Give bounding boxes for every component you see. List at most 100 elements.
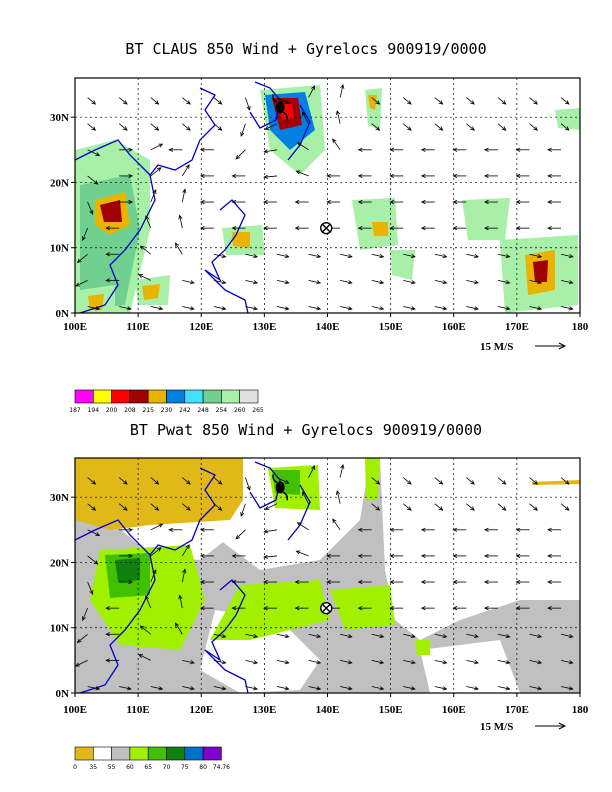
wind-arrowhead bbox=[105, 658, 110, 663]
wind-arrowhead bbox=[95, 306, 101, 311]
wind-arrowhead bbox=[568, 280, 574, 285]
wind-arrowhead bbox=[379, 686, 385, 691]
colorbar-label: 194 bbox=[88, 407, 100, 414]
x-tick-label: 130E bbox=[252, 321, 276, 333]
wind-arrowhead bbox=[294, 606, 300, 611]
wind-arrowhead bbox=[484, 527, 489, 532]
x-tick-label: 120E bbox=[189, 704, 213, 716]
wind-arrowhead bbox=[91, 126, 97, 131]
shaded-field bbox=[100, 200, 122, 222]
wind-vector bbox=[87, 555, 98, 565]
wind-vector bbox=[302, 491, 309, 504]
panel1-title: BT CLAUS 850 Wind + Gyrelocs 900919/0000 bbox=[125, 40, 487, 58]
wind-arrowhead bbox=[221, 660, 227, 665]
wind-arrowhead bbox=[347, 280, 353, 285]
wind-vector bbox=[264, 555, 278, 558]
wind-arrowhead bbox=[75, 282, 80, 287]
wind-vector bbox=[182, 123, 191, 131]
wind-arrowhead bbox=[442, 280, 448, 285]
wind-arrowhead bbox=[231, 173, 237, 179]
wind-vector bbox=[560, 123, 570, 131]
wind-vector bbox=[297, 522, 309, 531]
shaded-field bbox=[232, 232, 250, 248]
wind-arrowhead bbox=[452, 147, 458, 152]
wind-vector bbox=[308, 306, 321, 310]
wind-arrowhead bbox=[174, 622, 180, 628]
wind-vector bbox=[371, 253, 384, 258]
wind-arrowhead bbox=[470, 126, 475, 131]
wind-arrowhead bbox=[128, 527, 134, 532]
wind-arrowhead bbox=[407, 506, 412, 511]
x-tick-label: 140E bbox=[316, 704, 340, 716]
wind-arrowhead bbox=[154, 100, 160, 105]
wind-arrowhead bbox=[263, 529, 269, 534]
wind-vector bbox=[308, 85, 315, 98]
wind-arrowhead bbox=[231, 579, 237, 585]
colorbar-label: 65 bbox=[144, 764, 152, 771]
wind-arrowhead bbox=[442, 634, 448, 639]
wind-arrowhead bbox=[547, 553, 552, 559]
wind-vector bbox=[560, 477, 570, 485]
wind-arrowhead bbox=[76, 258, 82, 263]
wind-arrowhead bbox=[515, 527, 521, 532]
wind-arrowhead bbox=[199, 579, 205, 585]
shaded-field bbox=[115, 558, 140, 582]
wind-arrowhead bbox=[420, 553, 426, 559]
wind-arrowhead bbox=[316, 254, 322, 259]
wind-arrowhead bbox=[316, 660, 322, 665]
wind-vector bbox=[529, 97, 538, 105]
wind-vector bbox=[265, 123, 278, 130]
wind-vector bbox=[529, 633, 542, 638]
wind-vector bbox=[182, 97, 191, 105]
wind-arrowhead bbox=[375, 100, 381, 105]
wind-arrowhead bbox=[357, 173, 363, 179]
wind-vector bbox=[145, 215, 152, 229]
wind-vector bbox=[150, 306, 163, 310]
wind-vector bbox=[179, 595, 183, 609]
colorbar-label: 200 bbox=[106, 407, 118, 414]
wind-arrowhead bbox=[263, 606, 268, 611]
wind-arrowhead bbox=[185, 164, 190, 169]
wind-arrowhead bbox=[138, 274, 144, 279]
shaded-field bbox=[142, 284, 160, 300]
colorbar-label: 248 bbox=[197, 407, 209, 414]
wind-vector bbox=[138, 274, 151, 281]
wind-vector bbox=[118, 477, 128, 485]
wind-arrowhead bbox=[82, 236, 86, 242]
wind-vector bbox=[213, 306, 226, 310]
wind-arrowhead bbox=[505, 634, 511, 639]
colorbar-label: 80 bbox=[199, 764, 207, 771]
wind-vector bbox=[434, 633, 447, 638]
wind-arrowhead bbox=[442, 686, 448, 691]
wind-vector bbox=[150, 503, 159, 511]
wind-arrowhead bbox=[316, 686, 322, 691]
x-tick-label: 120E bbox=[189, 321, 213, 333]
wind-arrowhead bbox=[284, 686, 290, 691]
wind-arrowhead bbox=[284, 280, 290, 285]
wind-vector bbox=[497, 253, 510, 258]
wind-vector bbox=[296, 550, 309, 557]
wind-arrowhead bbox=[91, 100, 97, 105]
wind-arrowhead bbox=[128, 553, 134, 559]
wind-arrowhead bbox=[407, 126, 412, 131]
wind-arrowhead bbox=[296, 522, 302, 527]
wind-arrowhead bbox=[95, 152, 101, 156]
wind-vector bbox=[434, 503, 443, 511]
wind-arrowhead bbox=[564, 126, 570, 131]
wind-arrowhead bbox=[284, 306, 290, 311]
wind-vector bbox=[466, 659, 479, 664]
wind-vector bbox=[265, 503, 278, 510]
wind-arrowhead bbox=[217, 506, 223, 511]
wind-vector bbox=[182, 306, 195, 310]
colorbar-label: 60 bbox=[126, 764, 134, 771]
wind-arrowhead bbox=[505, 254, 511, 259]
shaded-field bbox=[462, 198, 510, 240]
wind-vector bbox=[276, 659, 289, 664]
wind-arrowhead bbox=[547, 606, 552, 611]
colorbar-swatch bbox=[93, 746, 112, 761]
wind-arrowhead bbox=[537, 634, 543, 639]
wind-vector bbox=[529, 306, 542, 310]
reference-vector-arrowhead bbox=[558, 342, 567, 350]
wind-arrowhead bbox=[89, 210, 94, 215]
wind-vector bbox=[529, 686, 542, 690]
